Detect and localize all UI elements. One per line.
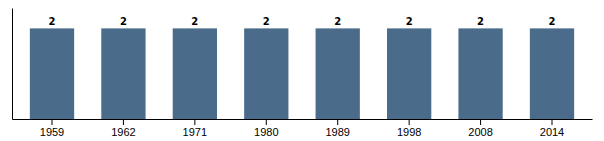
data-label: 2 <box>120 16 127 27</box>
x-tick-mark <box>552 119 553 125</box>
bar <box>173 28 217 119</box>
bar <box>30 28 74 119</box>
x-tick: 1959 <box>40 119 64 138</box>
x-tick-mark <box>409 119 410 125</box>
x-tick-label: 1962 <box>111 126 135 138</box>
x-tick: 2008 <box>468 119 492 138</box>
x-tick-label: 1959 <box>40 126 64 138</box>
x-tick-label: 1998 <box>397 126 421 138</box>
x-tick: 2014 <box>540 119 564 138</box>
x-axis: 1959 1962 1971 1980 1989 1998 2008 2014 <box>13 119 593 138</box>
x-tick-mark <box>266 119 267 125</box>
x-tick-mark <box>52 119 53 125</box>
x-tick: 1998 <box>397 119 421 138</box>
data-labels: 2 2 2 2 2 2 2 2 <box>49 16 556 27</box>
x-tick-label: 2014 <box>540 126 564 138</box>
data-label: 2 <box>549 16 556 27</box>
bar <box>530 28 574 119</box>
plot: 2 2 2 2 2 2 2 2 1959 1962 1971 1980 1989 1998 2008 2014 <box>13 9 593 138</box>
x-tick-mark <box>123 119 124 125</box>
bar <box>244 28 288 119</box>
x-tick-mark <box>337 119 338 125</box>
data-label: 2 <box>191 16 198 27</box>
chart: 2 2 2 2 2 2 2 2 1959 1962 1971 1980 1989 1998 2008 2014 <box>0 0 604 141</box>
data-label: 2 <box>263 16 270 27</box>
x-axis-line <box>13 119 593 120</box>
x-tick-label: 1980 <box>254 126 278 138</box>
x-tick: 1962 <box>111 119 135 138</box>
x-tick-mark <box>194 119 195 125</box>
x-tick: 1971 <box>183 119 207 138</box>
x-tick-label: 2008 <box>468 126 492 138</box>
x-tick: 1989 <box>325 119 349 138</box>
data-label: 2 <box>406 16 413 27</box>
data-label: 2 <box>49 16 56 27</box>
bar <box>458 28 502 119</box>
x-tick-label: 1971 <box>183 126 207 138</box>
bars <box>30 28 574 119</box>
x-tick-label: 1989 <box>325 126 349 138</box>
bar <box>387 28 431 119</box>
bar <box>101 28 145 119</box>
y-axis-line <box>12 9 13 120</box>
y-axis <box>12 9 13 120</box>
x-tick-mark <box>480 119 481 125</box>
data-label: 2 <box>334 16 341 27</box>
bar <box>316 28 360 119</box>
x-tick: 1980 <box>254 119 278 138</box>
data-label: 2 <box>477 16 484 27</box>
